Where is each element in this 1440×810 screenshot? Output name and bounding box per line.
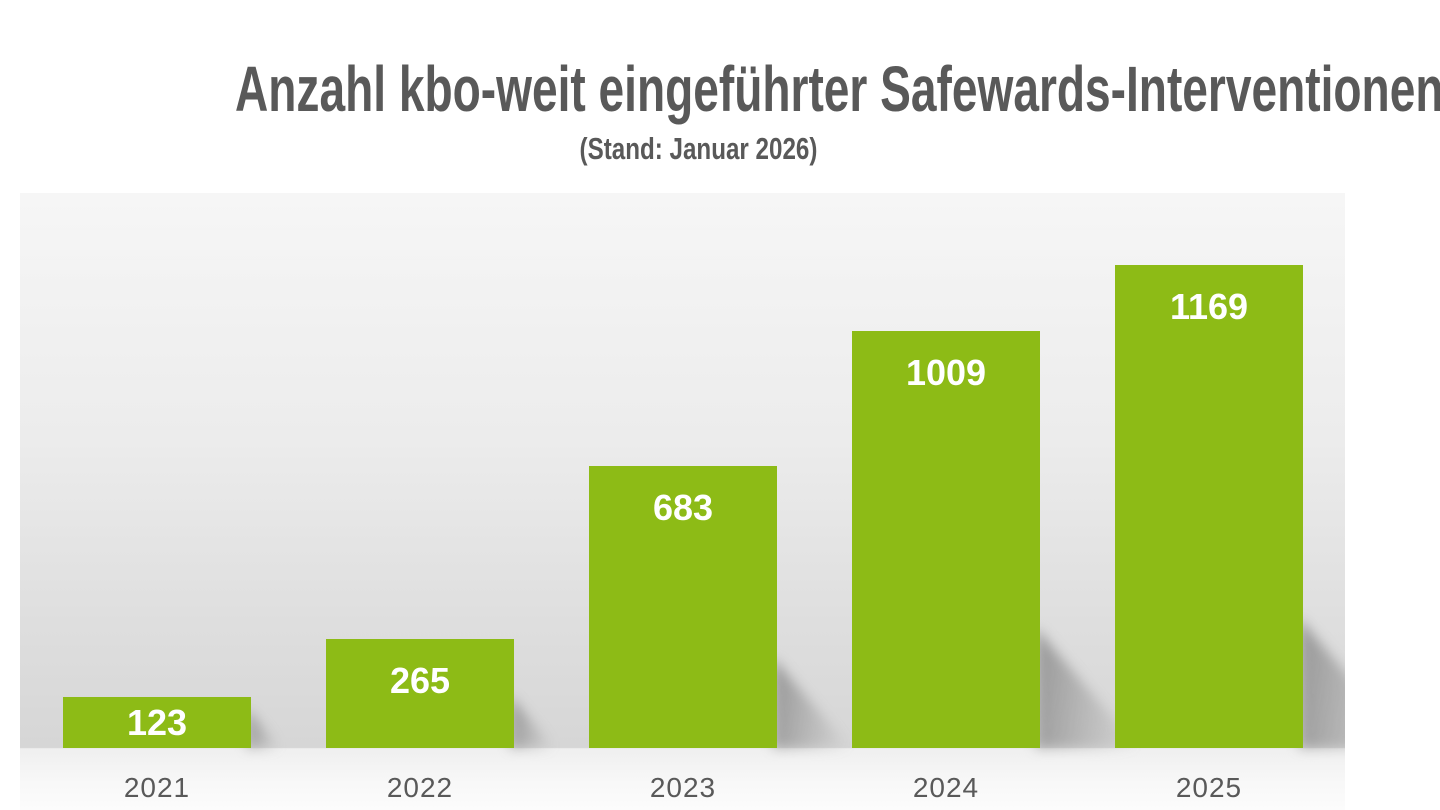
bar-shadow-shape (773, 658, 850, 748)
chart-plot-area: 123 2021 265 2022 683 2023 1009 2024 1169 2025 (20, 193, 1345, 810)
x-axis-label: 2021 (123, 772, 191, 803)
chart-title: Anzahl kbo-weit eingeführter Safewards-I… (0, 56, 1440, 122)
bar-2024: 1009 (852, 331, 1040, 748)
bar-value-label: 1009 (905, 352, 987, 393)
x-axis-label: 2025 (1175, 772, 1243, 803)
x-axis-label: 2024 (912, 772, 980, 803)
x-axis-label: 2023 (649, 772, 717, 803)
x-axis-label: 2022 (386, 772, 454, 803)
bar-2023: 683 (589, 466, 777, 748)
bar-value-label: 265 (389, 660, 451, 701)
bar-shadow (247, 709, 280, 748)
bar-shadow-shape (1299, 618, 1345, 748)
bar-shadow-shape (247, 709, 280, 748)
bar-value-label: 683 (652, 487, 714, 528)
chart-title-text: Anzahl kbo-weit eingeführter Safewards-I… (234, 53, 1440, 125)
bar-2021: 123 (63, 697, 251, 748)
bar-shadow-shape (510, 696, 554, 748)
bar-value-label: 123 (126, 701, 188, 743)
bar-shadow (1299, 618, 1345, 748)
chart-subtitle: (Stand: Januar 2026) (0, 132, 1396, 166)
bar-2025: 1169 (1115, 265, 1303, 748)
bar-value-label: 1169 (1169, 286, 1249, 327)
chart-subtitle-text: (Stand: Januar 2026) (579, 131, 817, 166)
bar-shadow (510, 696, 554, 748)
bar-shadow (773, 658, 850, 748)
bar-2022: 265 (326, 639, 514, 748)
